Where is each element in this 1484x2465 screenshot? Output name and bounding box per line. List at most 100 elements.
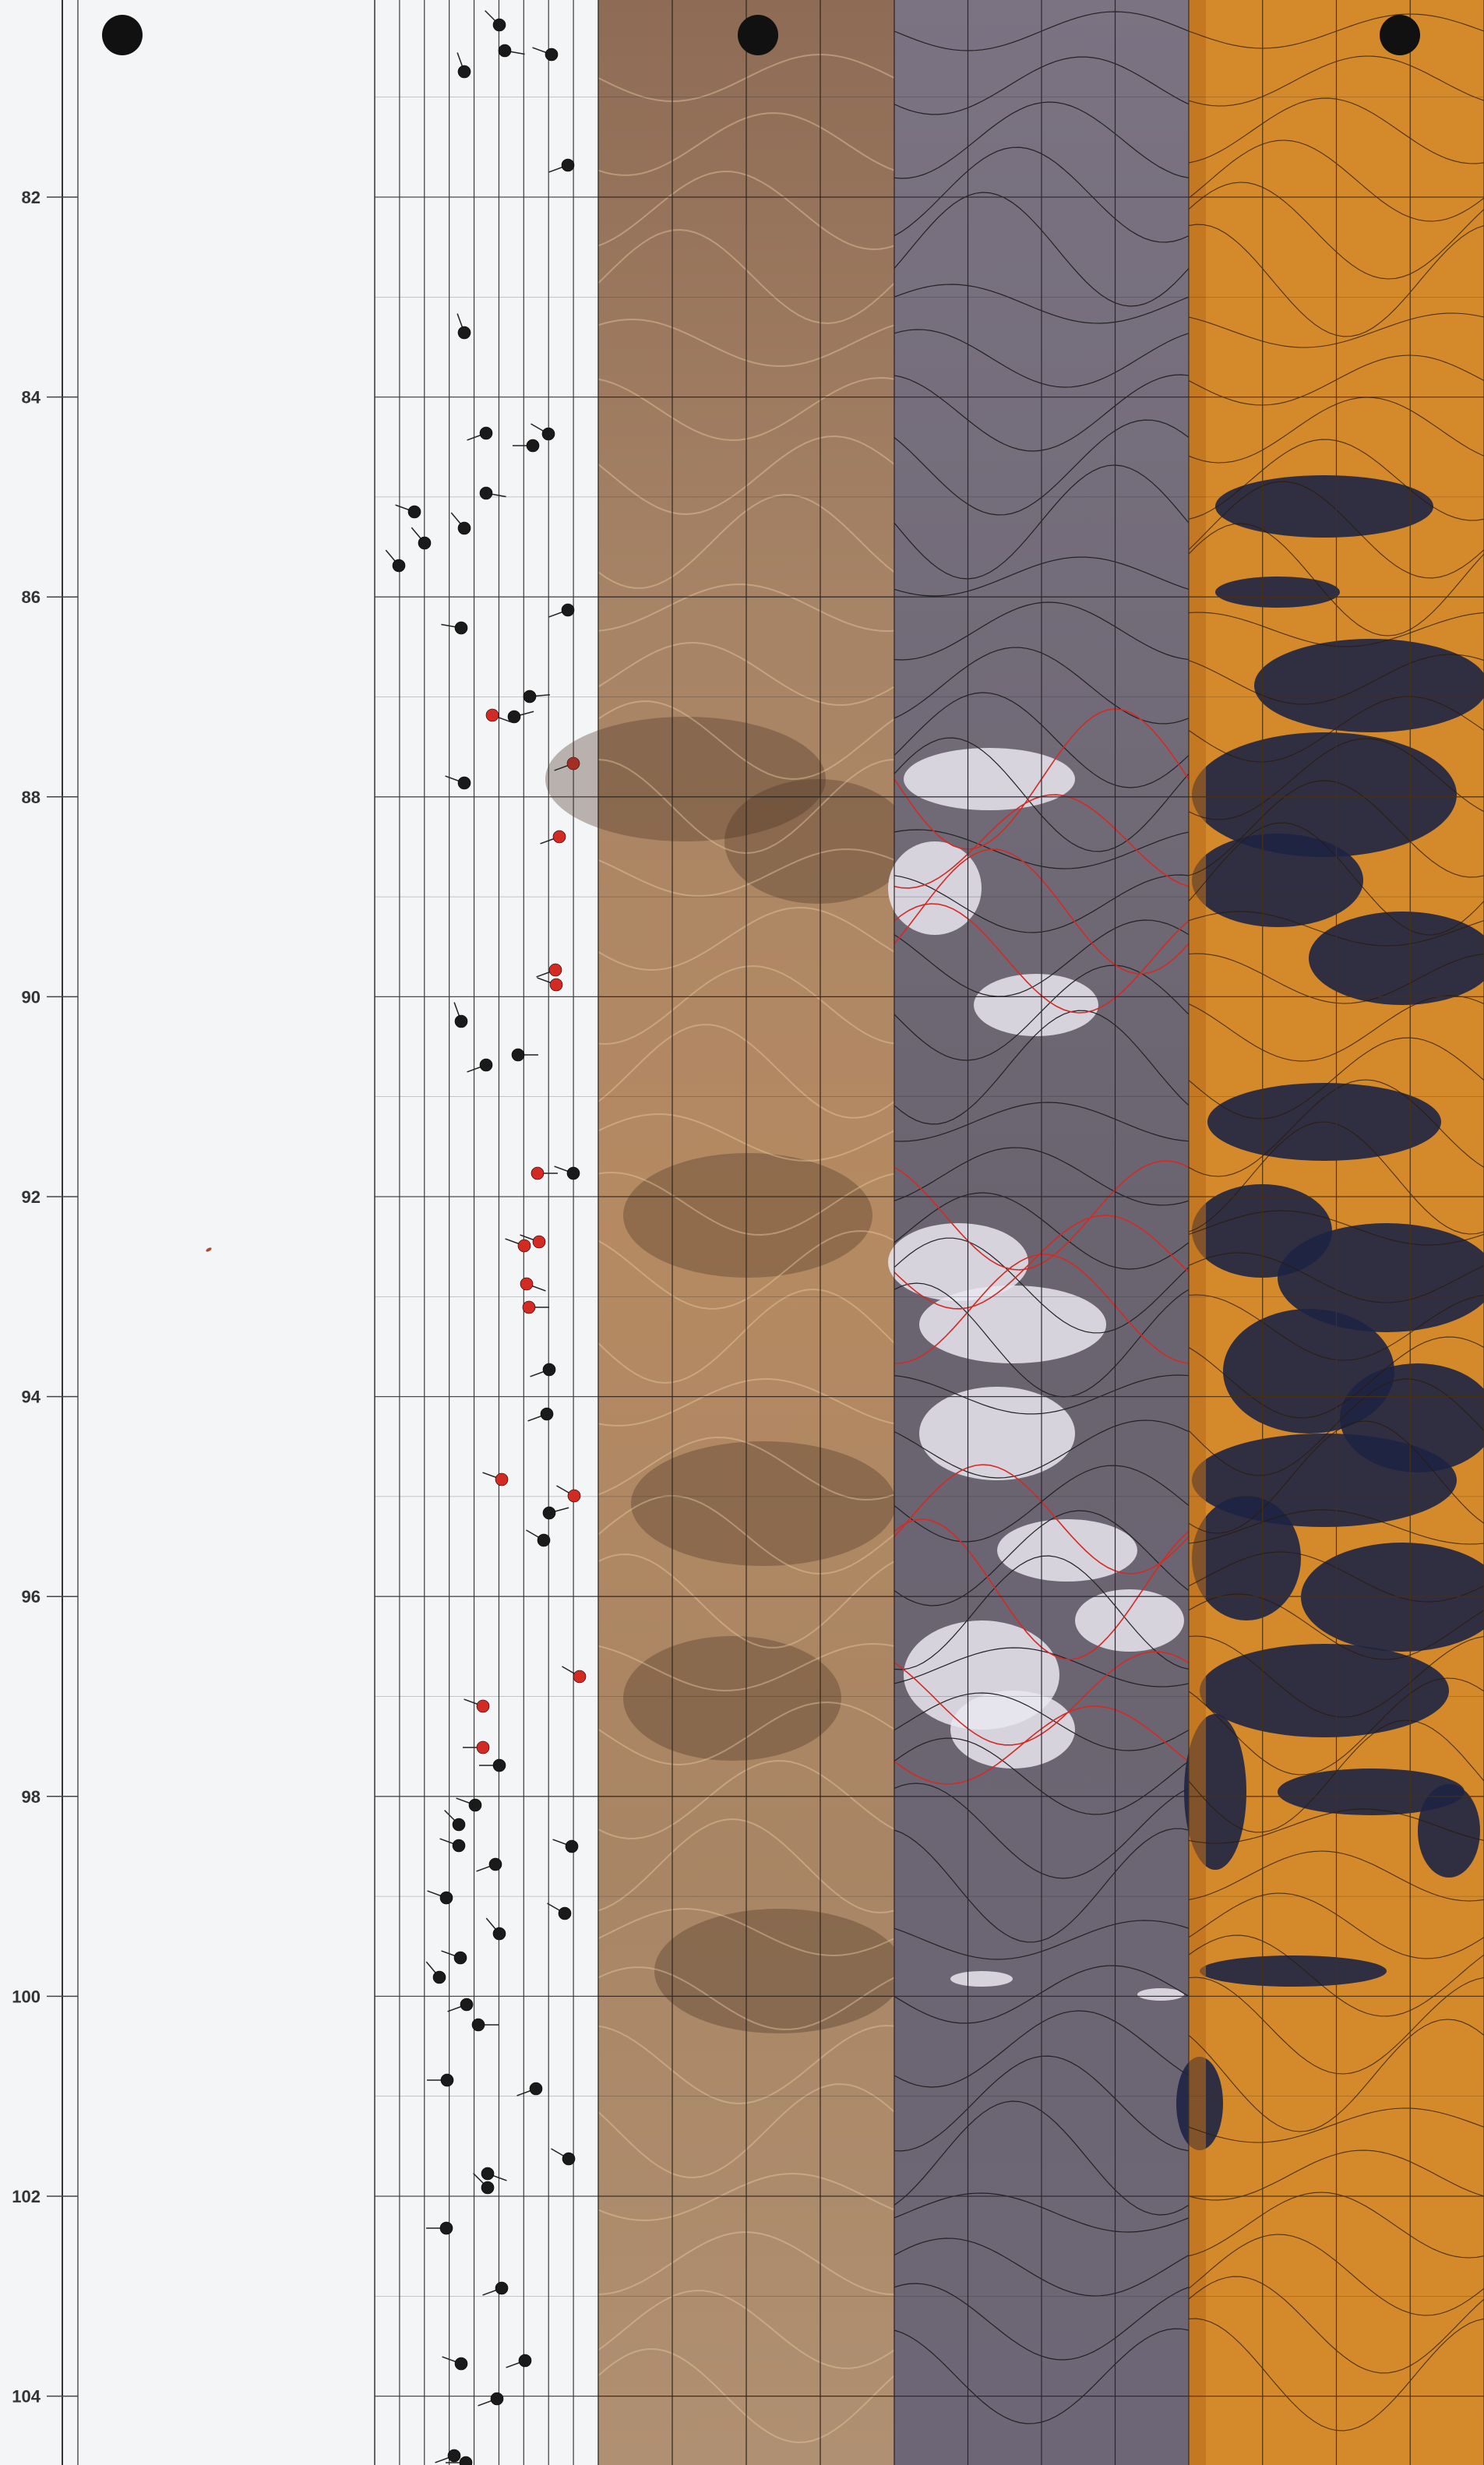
tadpole-red xyxy=(531,1167,544,1180)
tadpole xyxy=(418,537,431,549)
tadpole-red xyxy=(518,1240,531,1252)
depth-panel-marker-icon xyxy=(102,15,143,55)
acoustic-bright-zone xyxy=(904,748,1075,810)
tadpole xyxy=(493,19,506,31)
tadpole-red xyxy=(523,1301,535,1314)
optical-dark-zone xyxy=(724,779,911,904)
acoustic-bright-zone xyxy=(974,974,1098,1036)
tadpole xyxy=(538,1534,550,1546)
tadpole xyxy=(458,65,471,78)
tadpole xyxy=(454,1952,467,1964)
tadpole xyxy=(455,1015,467,1028)
depth-label: 82 xyxy=(22,188,41,207)
tadpole xyxy=(493,1927,506,1940)
amplitude-fracture-zone xyxy=(1215,577,1340,608)
tadpole xyxy=(440,2222,453,2234)
tadpole xyxy=(489,1858,502,1871)
tadpole xyxy=(543,1363,555,1376)
amplitude-edge-band xyxy=(1189,0,1206,2465)
acoustic-image-track xyxy=(888,0,1189,2465)
optical-dark-zone xyxy=(623,1153,872,1278)
tadpole xyxy=(545,48,558,61)
tadpole xyxy=(543,1507,555,1519)
tadpole xyxy=(440,1892,453,1904)
tadpole-red xyxy=(533,1236,545,1248)
tadpole xyxy=(480,427,492,439)
optical-dark-zone xyxy=(623,1636,841,1761)
tadpole-red xyxy=(553,830,566,843)
tadpole xyxy=(458,326,471,339)
amplitude-fracture-zone xyxy=(1200,1955,1387,1987)
acoustic-bright-zone xyxy=(919,1285,1106,1363)
depth-label: 92 xyxy=(22,1187,41,1207)
amplitude-fracture-zone xyxy=(1215,475,1433,538)
tadpole xyxy=(567,1167,580,1180)
tadpole xyxy=(493,1759,506,1772)
depth-label: 84 xyxy=(22,388,41,407)
depth-label: 86 xyxy=(22,587,41,607)
tadpole xyxy=(562,159,574,171)
amplitude-fracture-zone xyxy=(1200,1644,1449,1737)
acoustic-bright-zone xyxy=(950,1971,1013,1987)
optical-dark-zone xyxy=(654,1909,904,2033)
tadpole xyxy=(541,1408,553,1420)
tadpole xyxy=(433,1971,446,1984)
tadpole xyxy=(480,1059,492,1071)
tadpole-red xyxy=(520,1278,533,1290)
tadpole xyxy=(491,2393,503,2405)
tadpole xyxy=(523,690,536,703)
tadpole xyxy=(512,1049,524,1061)
tadpole xyxy=(460,1998,473,2011)
tadpole xyxy=(562,604,574,616)
tadpole xyxy=(530,2082,542,2095)
depth-label: 88 xyxy=(22,788,41,807)
depth-label: 96 xyxy=(22,1587,41,1606)
annotation-mark xyxy=(206,1247,213,1252)
tadpole-red xyxy=(477,1741,489,1754)
amplitude-panel-marker-icon xyxy=(1380,15,1420,55)
tadpole xyxy=(499,44,511,57)
dip-tadpole-track xyxy=(375,0,598,2465)
amplitude-fracture-zone xyxy=(1192,732,1457,857)
depth-label: 102 xyxy=(12,2187,41,2206)
tadpole-red xyxy=(477,1700,489,1712)
amplitude-fracture-zone xyxy=(1418,1784,1480,1878)
tadpole xyxy=(472,2019,485,2031)
tadpole-red xyxy=(486,709,499,721)
tadpole-red xyxy=(573,1670,586,1683)
tadpole-red xyxy=(568,1490,580,1502)
depth-track: 82 84 86 88 90 92 94 96 98 100 102 104 xyxy=(12,0,375,2465)
acoustic-bright-zone xyxy=(919,1387,1075,1480)
tadpole xyxy=(527,439,539,452)
depth-label: 98 xyxy=(22,1787,41,1807)
depth-label: 100 xyxy=(12,1987,41,2006)
optical-dark-zone xyxy=(631,1441,896,1566)
tadpole xyxy=(408,506,421,518)
tadpole-red xyxy=(550,979,562,991)
depth-label: 94 xyxy=(22,1388,41,1407)
tadpole xyxy=(481,2181,494,2194)
acoustic-bright-zone xyxy=(1075,1589,1184,1652)
tadpole xyxy=(455,2357,467,2370)
tadpole xyxy=(562,2153,575,2165)
optical-panel-marker-icon xyxy=(738,15,778,55)
tadpole-red xyxy=(549,964,562,976)
depth-label: 104 xyxy=(12,2387,41,2407)
tadpole xyxy=(559,1907,571,1920)
tadpole xyxy=(441,2074,453,2086)
tadpole xyxy=(469,1799,481,1811)
tadpole xyxy=(566,1840,578,1853)
acoustic-bright-zone xyxy=(997,1519,1137,1582)
tadpole-red xyxy=(495,1473,508,1486)
amplitude-image-track xyxy=(1176,0,1484,2465)
amplitude-fracture-zone xyxy=(1254,639,1484,732)
tadpole xyxy=(495,2282,508,2294)
tadpole xyxy=(481,2167,494,2180)
tadpole xyxy=(393,559,405,572)
tadpole xyxy=(453,1818,465,1831)
tadpole xyxy=(455,622,467,634)
tadpole xyxy=(542,428,555,440)
optical-image-track xyxy=(545,0,911,2465)
tadpole xyxy=(453,1839,465,1852)
